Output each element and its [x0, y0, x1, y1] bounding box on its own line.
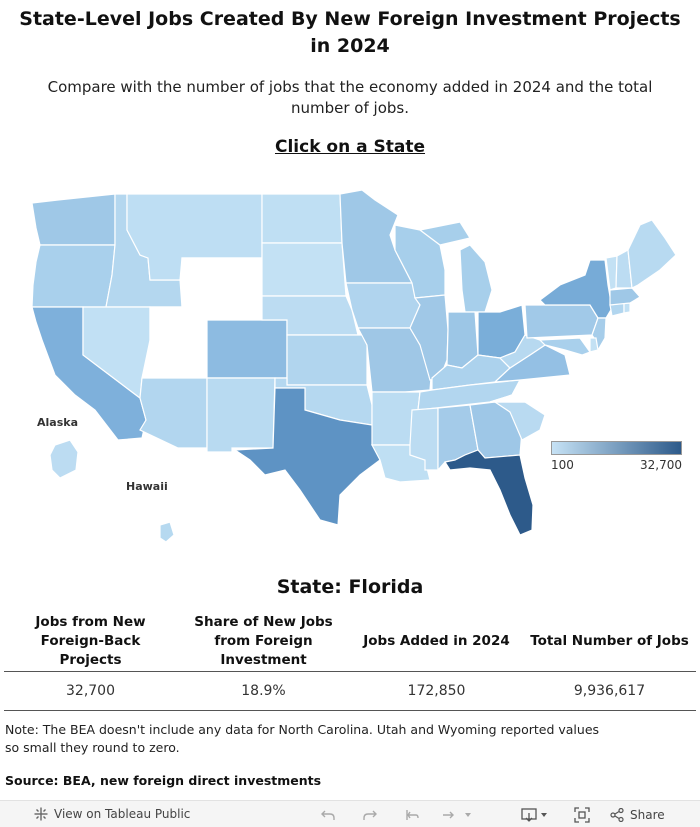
- state-michigan[interactable]: [418, 221, 493, 313]
- undo-icon: [321, 810, 335, 820]
- state-wyoming[interactable]: [181, 257, 263, 321]
- legend-min-label: 100: [551, 458, 574, 472]
- state-north-dakota[interactable]: [261, 193, 343, 244]
- state-florida[interactable]: [444, 449, 534, 536]
- title-line-2: in 2024: [310, 35, 390, 57]
- share-label: Share: [630, 807, 665, 822]
- state-iowa[interactable]: [345, 282, 421, 329]
- fullscreen-icon: [574, 806, 590, 823]
- share-icon: [610, 807, 624, 822]
- hawaii-label: Hawaii: [126, 480, 168, 493]
- download-button[interactable]: [520, 801, 552, 827]
- refresh-button[interactable]: [438, 801, 474, 827]
- revert-icon: [406, 809, 419, 820]
- fullscreen-button[interactable]: [572, 801, 592, 827]
- state-washington[interactable]: [31, 193, 116, 246]
- col-header-share: Share of New Jobs from Foreign Investmen…: [194, 614, 333, 668]
- state-minnesota[interactable]: [339, 189, 413, 284]
- tableau-icon: [34, 807, 48, 821]
- revert-button[interactable]: [400, 801, 424, 827]
- col-header-foreign-jobs: Jobs from New Foreign-Back Projects: [35, 614, 146, 668]
- col-header-jobs-added: Jobs Added in 2024: [363, 633, 510, 649]
- state-new-mexico[interactable]: [206, 377, 276, 453]
- redo-button[interactable]: [358, 801, 382, 827]
- refresh-icon: [443, 811, 471, 818]
- state-south-dakota[interactable]: [261, 242, 347, 297]
- legend-gradient-bar: [551, 441, 682, 455]
- share-button[interactable]: Share: [610, 801, 665, 827]
- page-title: State-Level Jobs Created By New Foreign …: [0, 6, 700, 60]
- table-header-row: Jobs from New Foreign-Back Projects Shar…: [4, 612, 696, 672]
- cell-total-jobs: 9,936,617: [573, 683, 646, 699]
- us-choropleth-map[interactable]: Alaska Hawaii: [0, 180, 700, 560]
- state-maryland[interactable]: [538, 337, 591, 356]
- footnote-line-2: so small they round to zero.: [5, 740, 180, 755]
- alaska-label: Alaska: [37, 416, 78, 429]
- cell-share: 18.9%: [241, 683, 286, 699]
- state-kansas[interactable]: [286, 334, 368, 386]
- state-texas[interactable]: [233, 387, 381, 526]
- selected-state-heading: State: Florida: [276, 576, 424, 598]
- state-pennsylvania[interactable]: [524, 304, 599, 339]
- view-on-tableau-label: View on Tableau Public: [54, 807, 191, 821]
- state-rhode-island[interactable]: [623, 302, 631, 314]
- state-alaska[interactable]: [49, 439, 79, 479]
- redo-icon: [363, 810, 377, 820]
- state-colorado[interactable]: [206, 319, 288, 379]
- tableau-toolbar: View on Tableau Public Share: [0, 800, 700, 827]
- map-svg[interactable]: [0, 180, 700, 560]
- source-credit: Source: BEA, new foreign direct investme…: [5, 773, 322, 788]
- state-oregon[interactable]: [31, 244, 116, 308]
- legend-max-label: 32,700: [640, 458, 682, 472]
- cell-jobs-added: 172,850: [407, 683, 466, 699]
- title-line-1: State-Level Jobs Created By New Foreign …: [19, 8, 681, 30]
- state-hawaii[interactable]: [159, 521, 175, 543]
- subtitle-line-2: number of jobs.: [291, 99, 409, 117]
- state-stats-table: Jobs from New Foreign-Back Projects Shar…: [4, 612, 696, 711]
- state-massachusetts[interactable]: [609, 287, 641, 306]
- footnote-line-1: Note: The BEA doesn't include any data f…: [5, 722, 600, 737]
- state-maine[interactable]: [627, 219, 677, 289]
- click-state-instruction: Click on a State: [274, 137, 426, 157]
- col-header-total-jobs: Total Number of Jobs: [530, 633, 689, 649]
- page-subtitle: Compare with the number of jobs that the…: [20, 77, 680, 119]
- undo-button[interactable]: [316, 801, 340, 827]
- cell-foreign-jobs: 32,700: [66, 683, 115, 699]
- view-on-tableau-link[interactable]: View on Tableau Public: [34, 807, 190, 821]
- state-delaware[interactable]: [589, 337, 599, 353]
- subtitle-line-1: Compare with the number of jobs that the…: [47, 78, 653, 96]
- download-icon: [521, 807, 547, 822]
- table-row: 32,700 18.9% 172,850 9,936,617: [4, 672, 696, 711]
- state-arizona[interactable]: [139, 377, 208, 449]
- color-legend: 100 32,700: [551, 441, 682, 472]
- footnote: Note: The BEA doesn't include any data f…: [5, 721, 645, 757]
